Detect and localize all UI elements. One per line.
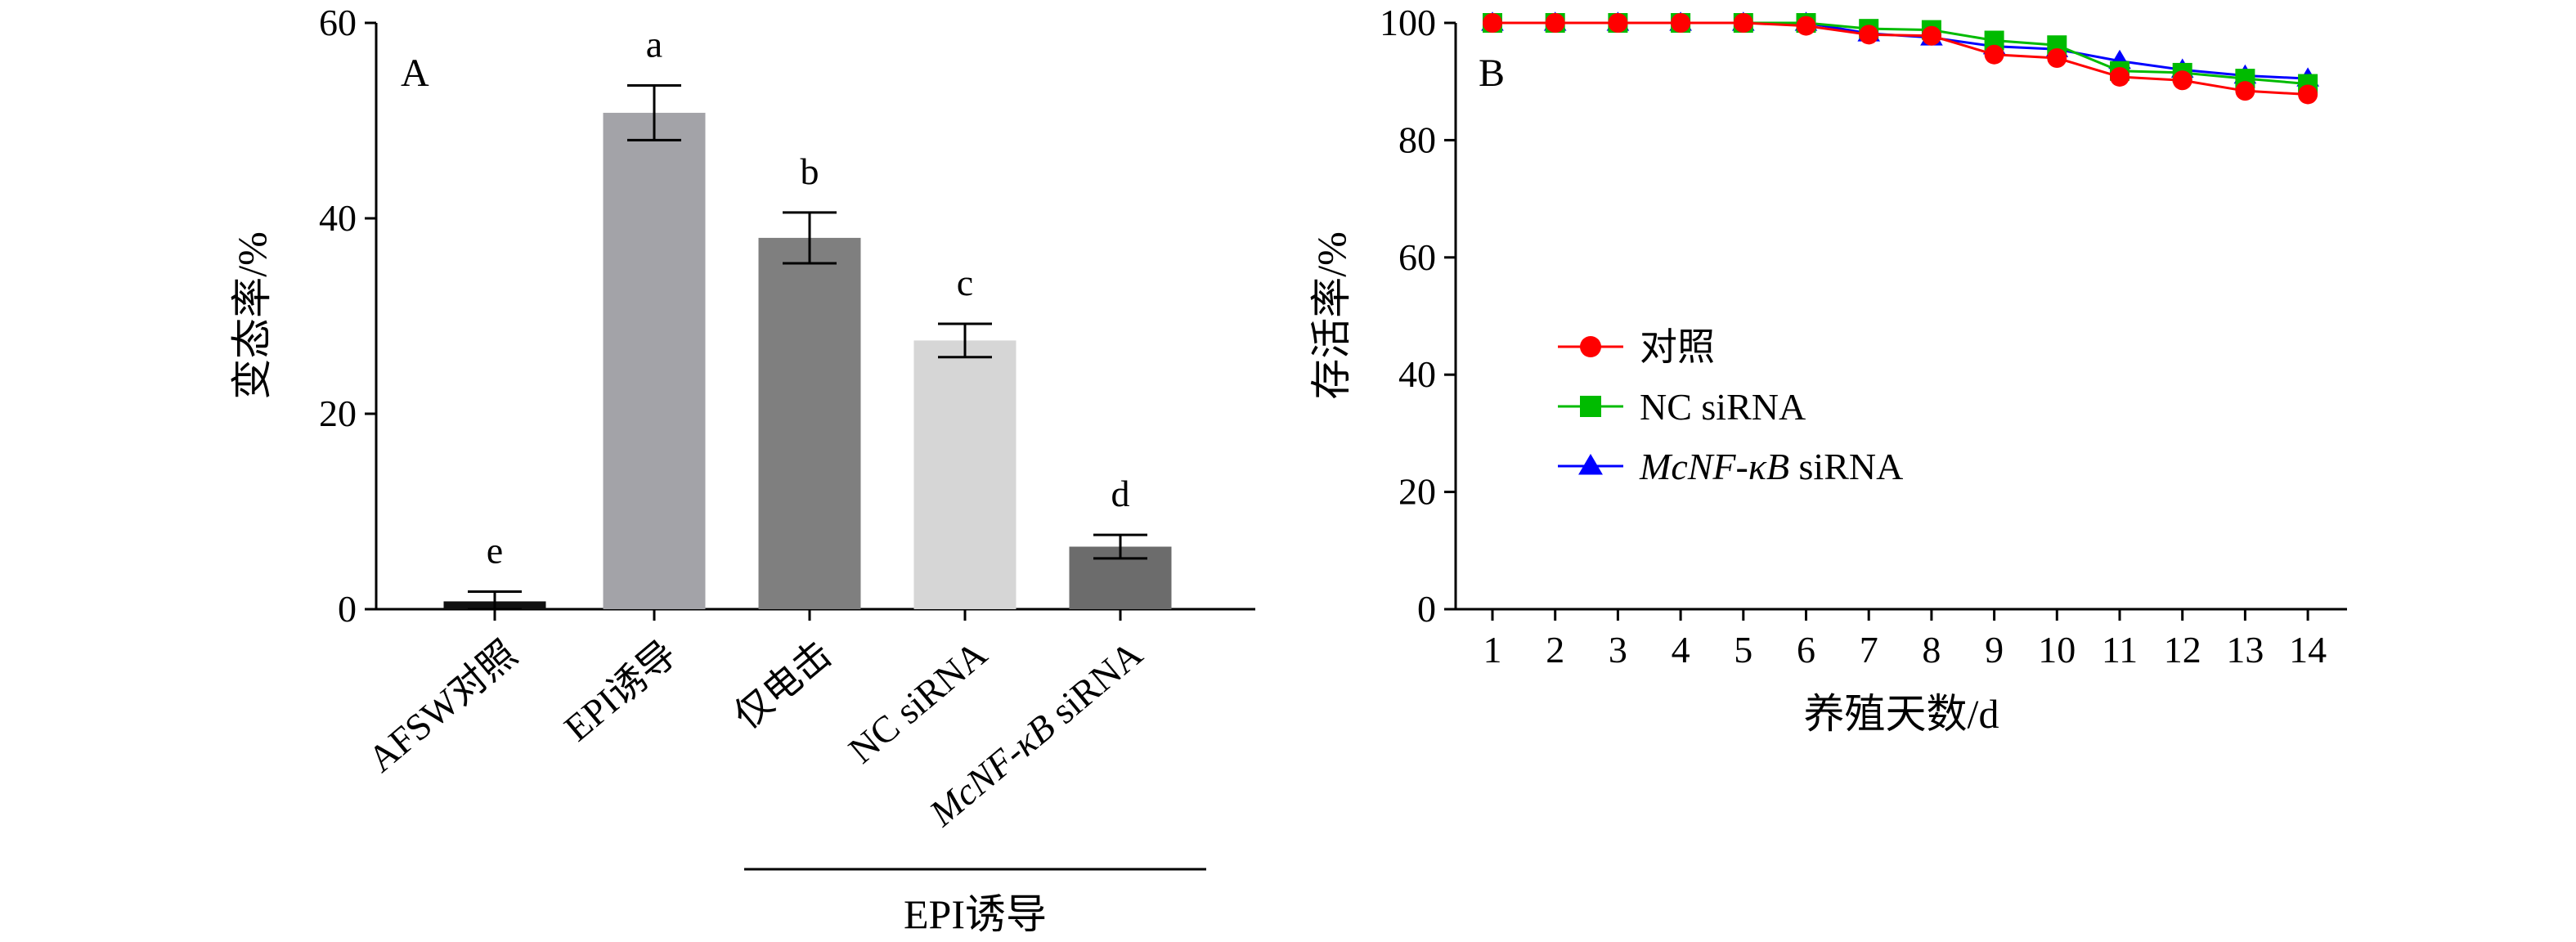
- significance-letter: d: [1111, 473, 1130, 514]
- y-tick-label: 60: [1398, 236, 1436, 278]
- y-tick-label: 100: [1380, 2, 1436, 43]
- panel-b-x-ticks: 1 2 3 4 5 6 7 8 9 10 11 12 13 14: [1483, 609, 2327, 671]
- panel-b-y-ticks: 0 20 40 60 80 100: [1380, 2, 1456, 630]
- legend-label: NC siRNA: [1640, 386, 1806, 428]
- y-tick-label: 0: [338, 588, 357, 630]
- panel-b-x-axis-title: 养殖天数/d: [1804, 691, 1999, 737]
- significance-letter: e: [487, 529, 503, 571]
- x-tick-label: 4: [1672, 629, 1690, 671]
- y-tick-label: 20: [319, 392, 357, 434]
- panel-a-label: A: [401, 52, 429, 95]
- legend-marker-square: [1580, 396, 1601, 417]
- category-label: NC siRNA: [841, 633, 994, 772]
- x-tick-label: 7: [1860, 629, 1878, 671]
- y-tick-label: 80: [1398, 119, 1436, 160]
- legend-marker-circle: [1580, 336, 1601, 357]
- panel-a-x-ticks: [493, 609, 1122, 621]
- x-tick-label: 12: [2164, 629, 2201, 671]
- data-point: [1483, 13, 1502, 33]
- category-label-italic: McNF-κB: [921, 706, 1063, 834]
- x-tick-label: 9: [1985, 629, 2004, 671]
- bar: [758, 237, 861, 609]
- data-point: [1608, 13, 1628, 33]
- category-label: 仅电击: [726, 633, 839, 738]
- legend-marker-triangle: [1578, 454, 1603, 475]
- data-point: [1733, 13, 1753, 33]
- x-tick-label: 10: [2038, 629, 2076, 671]
- y-tick-label: 40: [319, 197, 357, 239]
- significance-letter: c: [957, 262, 973, 303]
- data-point: [2235, 81, 2255, 101]
- x-tick-label: 13: [2226, 629, 2264, 671]
- panel-a-error-bars: [468, 83, 1147, 611]
- data-point: [2172, 70, 2192, 91]
- x-tick-label: 3: [1609, 629, 1627, 671]
- data-point: [1671, 13, 1691, 33]
- data-point: [1984, 44, 2004, 65]
- panel-b-legend: 对照 NC siRNA McNF-κB siRNA: [1558, 326, 1903, 487]
- legend-label: McNF-κB siRNA: [1639, 446, 1903, 487]
- x-tick-label: 2: [1546, 629, 1564, 671]
- x-tick-label: 8: [1922, 629, 1941, 671]
- significance-letter: b: [801, 150, 819, 192]
- y-tick-label: 40: [1398, 353, 1436, 395]
- panel-b-series: [1481, 11, 2319, 105]
- category-label: AFSW对照: [360, 633, 524, 780]
- panel-b-y-axis-title: 存活率/%: [1308, 231, 1354, 400]
- series-line: [1492, 21, 2309, 96]
- category-label: EPI诱导: [556, 633, 684, 750]
- panel-a-y-ticks: 0 20 40 60: [319, 2, 376, 630]
- significance-letter: a: [646, 23, 662, 65]
- panel-b-label: B: [1479, 52, 1505, 95]
- panel-a-y-axis-title: 变态率/%: [229, 231, 275, 400]
- legend-label: 对照: [1640, 326, 1715, 368]
- bar: [603, 112, 706, 609]
- y-tick-label: 0: [1417, 588, 1436, 630]
- x-tick-label: 1: [1483, 629, 1502, 671]
- data-point: [2047, 48, 2067, 69]
- legend-label-italic: McNF-κB: [1639, 446, 1789, 487]
- data-point: [1545, 13, 1565, 33]
- legend-label-rest: siRNA: [1789, 446, 1903, 487]
- bar: [913, 340, 1016, 609]
- x-tick-label: 5: [1734, 629, 1752, 671]
- x-tick-label: 6: [1797, 629, 1815, 671]
- data-point: [2110, 66, 2129, 87]
- group-bracket-label: EPI诱导: [904, 891, 1047, 937]
- category-label-rest: siRNA: [1036, 633, 1151, 738]
- data-point: [1921, 25, 1941, 46]
- data-point: [1796, 16, 1816, 36]
- x-tick-label: 11: [2102, 629, 2138, 671]
- y-tick-label: 60: [319, 2, 357, 43]
- data-point: [1859, 25, 1879, 45]
- data-point: [2298, 84, 2318, 105]
- x-tick-label: 14: [2289, 629, 2327, 671]
- series-circle: [1483, 13, 2318, 105]
- y-tick-label: 20: [1398, 471, 1436, 513]
- panel-a-bars: [443, 112, 1172, 609]
- panel-a-significance-letters: e a b c d: [487, 23, 1130, 571]
